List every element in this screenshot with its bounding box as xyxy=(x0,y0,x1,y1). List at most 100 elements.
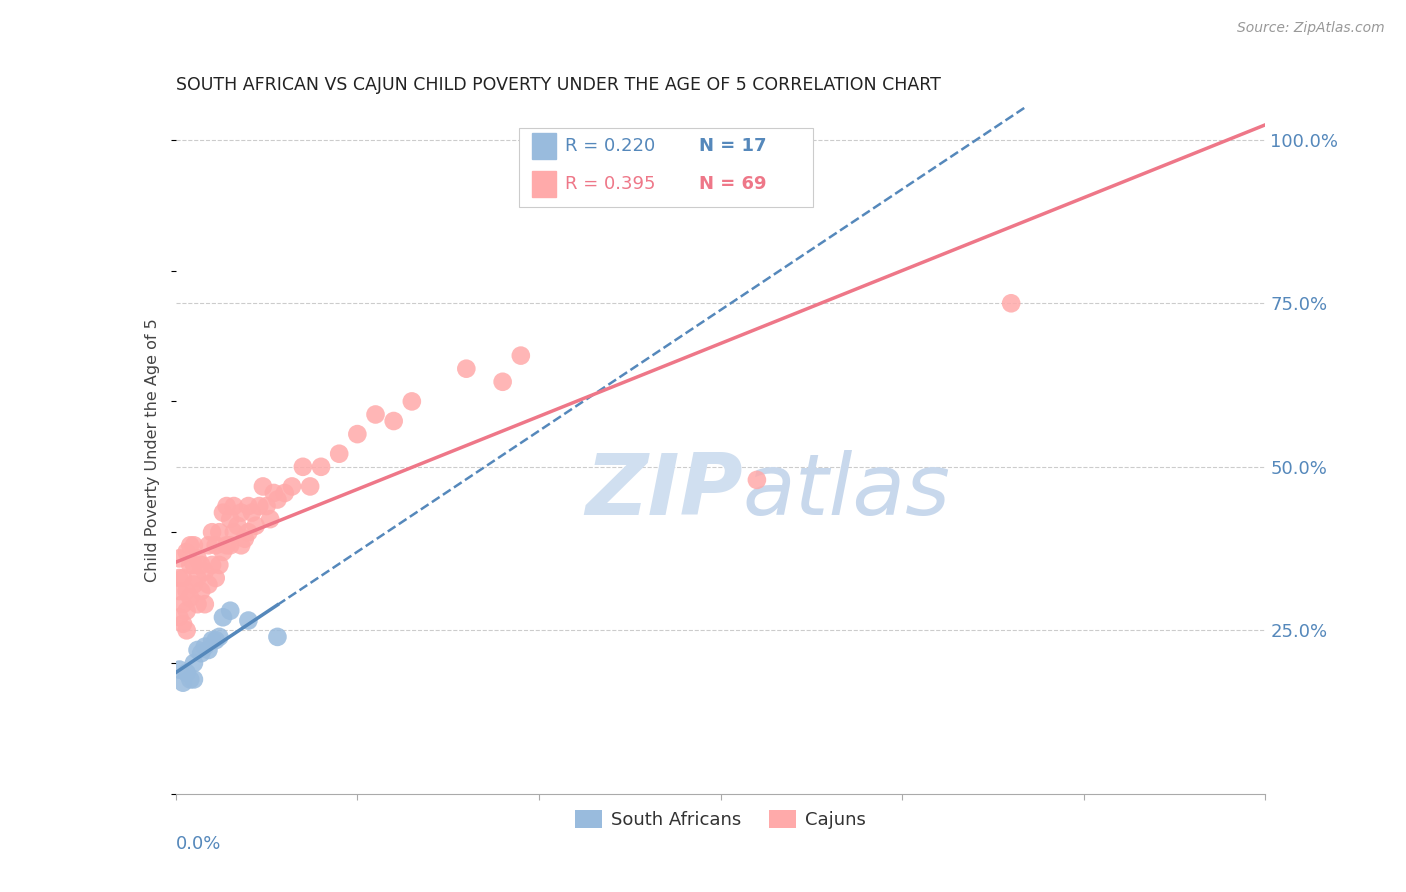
Point xyxy=(215,538,238,552)
Point xyxy=(364,408,387,422)
Point xyxy=(186,571,209,585)
Point xyxy=(219,538,242,552)
FancyBboxPatch shape xyxy=(519,128,813,207)
Point xyxy=(183,673,205,687)
Point xyxy=(222,499,245,513)
Point xyxy=(291,459,314,474)
Point xyxy=(247,499,270,513)
Legend: South Africans, Cajuns: South Africans, Cajuns xyxy=(568,803,873,837)
Point xyxy=(172,597,194,611)
Text: Source: ZipAtlas.com: Source: ZipAtlas.com xyxy=(1237,21,1385,35)
Point xyxy=(509,349,531,363)
Text: ZIP: ZIP xyxy=(585,450,742,533)
Point xyxy=(176,624,198,638)
Point xyxy=(169,551,191,566)
Point xyxy=(492,375,515,389)
Point xyxy=(183,538,205,552)
Point xyxy=(183,577,205,591)
Point xyxy=(186,597,209,611)
Point xyxy=(256,499,278,513)
Point xyxy=(169,663,191,677)
Point xyxy=(382,414,405,428)
Point xyxy=(169,571,191,585)
Point xyxy=(190,584,212,599)
Point xyxy=(266,492,288,507)
Point xyxy=(179,673,201,687)
Point xyxy=(169,584,191,599)
Point xyxy=(401,394,423,409)
Point xyxy=(309,459,332,474)
Point xyxy=(186,643,209,657)
Point xyxy=(172,675,194,690)
Text: R = 0.220: R = 0.220 xyxy=(565,137,655,155)
Point xyxy=(172,616,194,631)
Point xyxy=(208,558,231,572)
Point xyxy=(176,584,198,599)
Point xyxy=(266,630,288,644)
Point xyxy=(240,506,263,520)
Text: N = 17: N = 17 xyxy=(699,137,766,155)
Point xyxy=(204,571,226,585)
Text: atlas: atlas xyxy=(742,450,950,533)
Point xyxy=(238,499,260,513)
Point xyxy=(328,447,350,461)
Point xyxy=(245,518,267,533)
Text: R = 0.395: R = 0.395 xyxy=(565,175,655,193)
Point xyxy=(179,558,201,572)
Text: 0.0%: 0.0% xyxy=(176,835,221,853)
Point xyxy=(204,538,226,552)
Point xyxy=(201,525,224,540)
Point xyxy=(259,512,281,526)
Text: N = 69: N = 69 xyxy=(699,175,766,193)
Point xyxy=(208,630,231,644)
Point xyxy=(204,633,226,648)
Point xyxy=(238,525,260,540)
Point xyxy=(212,610,235,624)
Point xyxy=(745,473,768,487)
Point xyxy=(238,614,260,628)
Bar xyxy=(531,171,555,197)
Point xyxy=(299,479,322,493)
Point xyxy=(281,479,304,493)
Point xyxy=(169,610,191,624)
Point xyxy=(183,656,205,670)
Point xyxy=(176,545,198,559)
Point xyxy=(190,646,212,660)
Point xyxy=(183,558,205,572)
Point xyxy=(226,518,249,533)
Point xyxy=(176,665,198,680)
Point xyxy=(201,633,224,648)
Point xyxy=(190,558,212,572)
Point xyxy=(252,479,274,493)
Point xyxy=(346,427,368,442)
Point xyxy=(179,591,201,605)
Point xyxy=(208,525,231,540)
Point xyxy=(179,538,201,552)
Point xyxy=(172,571,194,585)
Point xyxy=(219,512,242,526)
Point xyxy=(201,558,224,572)
Point xyxy=(212,545,235,559)
Point xyxy=(194,640,217,654)
Point xyxy=(197,538,219,552)
Point xyxy=(197,643,219,657)
Point xyxy=(194,597,217,611)
Y-axis label: Child Poverty Under the Age of 5: Child Poverty Under the Age of 5 xyxy=(145,318,160,582)
Point xyxy=(233,532,256,546)
Bar xyxy=(531,133,555,160)
Text: SOUTH AFRICAN VS CAJUN CHILD POVERTY UNDER THE AGE OF 5 CORRELATION CHART: SOUTH AFRICAN VS CAJUN CHILD POVERTY UND… xyxy=(176,77,941,95)
Point xyxy=(212,506,235,520)
Point xyxy=(176,604,198,618)
Point xyxy=(263,486,285,500)
Point xyxy=(222,525,245,540)
Point xyxy=(219,604,242,618)
Point xyxy=(194,565,217,579)
Point xyxy=(215,499,238,513)
Point xyxy=(231,506,253,520)
Point xyxy=(1000,296,1022,310)
Point xyxy=(197,577,219,591)
Point xyxy=(231,538,253,552)
Point xyxy=(186,551,209,566)
Point xyxy=(274,486,297,500)
Point xyxy=(456,361,478,376)
